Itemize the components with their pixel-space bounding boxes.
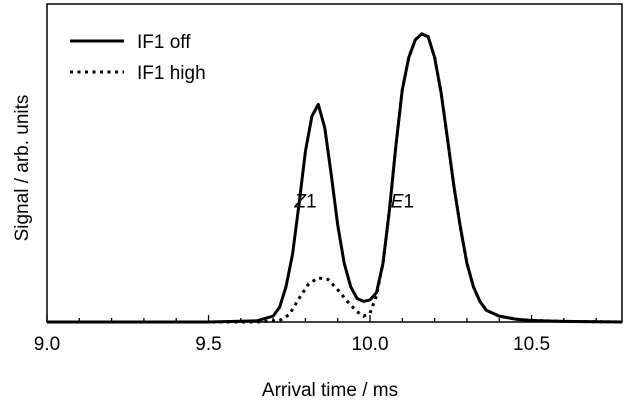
legend-label-if1-high: IF1 high bbox=[137, 63, 206, 84]
y-axis-title: Signal / arb. units bbox=[12, 95, 33, 242]
annotation-e1: E1 bbox=[391, 191, 414, 212]
x-axis-ticks: 9.0 9.5 10.0 10.5 bbox=[34, 315, 597, 355]
x-tick-label: 9.0 bbox=[34, 334, 60, 355]
annotation-e1-number: 1 bbox=[403, 191, 414, 212]
x-tick-label: 9.5 bbox=[195, 334, 221, 355]
series-line-if1-high bbox=[47, 32, 623, 324]
plot-frame bbox=[46, 3, 623, 323]
annotation-z1: Z1 bbox=[293, 191, 316, 212]
x-tick-label: 10.5 bbox=[513, 334, 550, 355]
legend-label-if1-off: IF1 off bbox=[137, 32, 191, 53]
annotation-e1-italic: E bbox=[391, 191, 404, 212]
legend: IF1 off IF1 high bbox=[70, 32, 206, 84]
annotation-z1-italic: Z bbox=[293, 191, 307, 212]
series-line-if1-off bbox=[47, 32, 623, 324]
annotation-z1-number: 1 bbox=[306, 191, 317, 212]
x-tick-label: 10.0 bbox=[352, 334, 389, 355]
x-axis-title: Arrival time / ms bbox=[262, 380, 398, 401]
